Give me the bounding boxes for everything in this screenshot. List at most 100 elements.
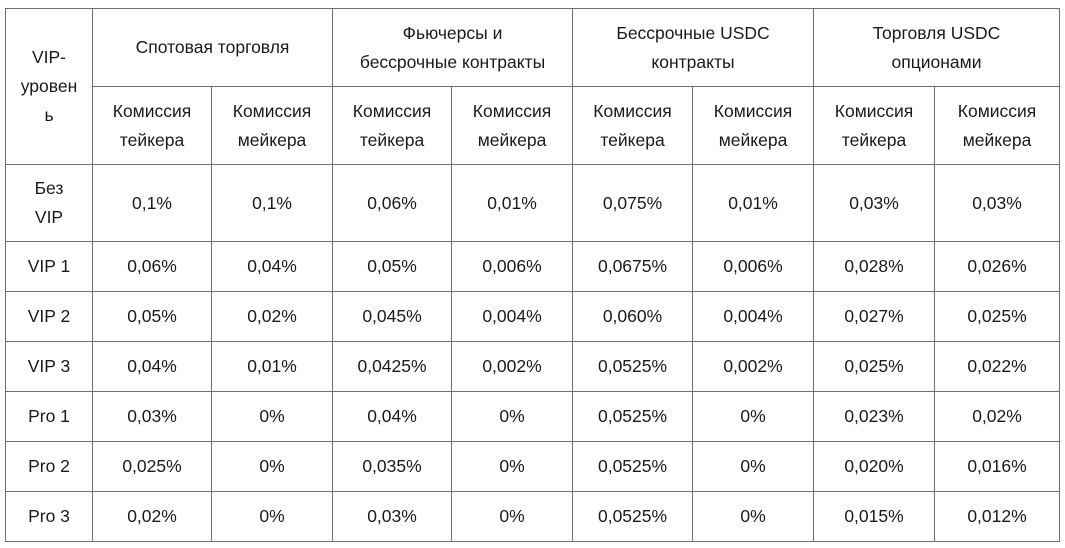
fee-cell: 0,075% (572, 164, 694, 242)
fee-cell: 0,01% (692, 164, 815, 242)
vip-level-label: Pro 3 (28, 506, 70, 526)
vip-level-header-line: VIP- (31, 47, 67, 67)
fee-cell: 0,025% (813, 341, 936, 392)
table-row: VIP 2 0,05% 0,02% 0,045% 0,004% 0,060% 0,004% 0… (5, 291, 1061, 342)
fee-cell: 0,006% (692, 241, 815, 292)
maker-fee-header: Комиссия мейкера (210, 86, 334, 165)
fee-cell: 0,025% (92, 441, 212, 492)
vip-level-cell: VIP 3 (5, 341, 93, 392)
fee-cell: 0,03% (934, 164, 1061, 242)
fee-cell: 0,06% (332, 164, 453, 242)
group-header-usdc-perpetual: Бессрочные USDC контракты (572, 8, 815, 87)
fee-cell: 0,03% (332, 491, 453, 542)
vip-level-label: VIP (34, 207, 64, 227)
vip-level-label: Без (34, 178, 64, 198)
fee-cell: 0,025% (934, 291, 1061, 342)
subheader-line: Комиссия (232, 100, 312, 121)
taker-fee-header: Комиссия тейкера (332, 86, 453, 165)
vip-level-cell: Pro 2 (5, 441, 93, 492)
vip-level-cell: Без VIP (5, 164, 93, 242)
fee-cell: 0,016% (934, 441, 1061, 492)
fee-cell: 0,01% (451, 164, 574, 242)
maker-fee-header: Комиссия мейкера (934, 86, 1061, 165)
fee-cell: 0,01% (210, 341, 334, 392)
subheader-line: Комиссия (957, 100, 1037, 121)
fee-cell: 0,004% (692, 291, 815, 342)
fee-cell: 0,1% (210, 164, 334, 242)
fee-cell: 0,006% (451, 241, 574, 292)
fee-cell: 0,002% (692, 341, 815, 392)
fee-cell: 0% (210, 391, 334, 442)
fee-cell: 0,0425% (332, 341, 453, 392)
fee-cell: 0,02% (210, 291, 334, 342)
vip-level-cell: Pro 1 (5, 391, 93, 442)
fee-cell: 0,002% (451, 341, 574, 392)
subheader-line: мейкера (237, 129, 307, 150)
group-header-futures: Фьючерсы и бессрочные контракты (332, 8, 574, 87)
vip-level-label: VIP 3 (27, 356, 71, 376)
subheader-line: тейкера (841, 129, 907, 150)
vip-level-label: Pro 1 (28, 406, 70, 426)
table-row: Pro 3 0,02% 0% 0,03% 0% 0,0525% 0% 0,015% 0,012% (5, 491, 1061, 542)
taker-fee-header: Комиссия тейкера (813, 86, 936, 165)
fee-cell: 0% (692, 391, 815, 442)
group-header-line: контракты (651, 51, 735, 72)
fee-cell: 0,060% (572, 291, 694, 342)
fee-cell: 0,1% (92, 164, 212, 242)
fee-cell: 0,012% (934, 491, 1061, 542)
vip-level-cell: VIP 2 (5, 291, 93, 342)
fee-cell: 0% (451, 441, 574, 492)
subheader-line: мейкера (477, 129, 547, 150)
group-header-line: Фьючерсы и (402, 22, 503, 43)
vip-level-header-line: ь (44, 105, 54, 125)
vip-level-label: VIP 2 (27, 306, 71, 326)
fee-cell: 0,03% (92, 391, 212, 442)
fee-cell: 0% (451, 491, 574, 542)
table-row: Pro 2 0,025% 0% 0,035% 0% 0,0525% 0% 0,020% 0,01… (5, 441, 1061, 492)
table-row: Без VIP 0,1% 0,1% 0,06% 0,01% 0,075% 0,01% 0,03%… (5, 164, 1061, 242)
fee-cell: 0,02% (92, 491, 212, 542)
fee-cell: 0,027% (813, 291, 936, 342)
fee-cell: 0,04% (210, 241, 334, 292)
group-header-line: Спотовая торговля (135, 37, 290, 57)
subheader-line: Комиссия (834, 100, 914, 121)
fee-cell: 0,028% (813, 241, 936, 292)
subheader-line: тейкера (359, 129, 425, 150)
fee-cell: 0,03% (813, 164, 936, 242)
fee-cell: 0,0675% (572, 241, 694, 292)
vip-level-label: VIP 1 (27, 256, 71, 276)
fee-cell: 0,022% (934, 341, 1061, 392)
vip-level-cell: VIP 1 (5, 241, 93, 292)
fee-cell: 0,0525% (572, 441, 694, 492)
fee-cell: 0,015% (813, 491, 936, 542)
taker-fee-header: Комиссия тейкера (92, 86, 212, 165)
fee-cell: 0,045% (332, 291, 453, 342)
fee-cell: 0% (692, 491, 815, 542)
subheader-line: мейкера (962, 129, 1032, 150)
group-header-spot: Спотовая торговля (91, 8, 334, 87)
fee-cell: 0,04% (92, 341, 212, 392)
subheader-line: тейкера (119, 129, 185, 150)
fee-cell: 0,035% (332, 441, 453, 492)
fee-cell: 0% (692, 441, 815, 492)
fee-cell: 0,02% (934, 391, 1061, 442)
fee-cell: 0,026% (934, 241, 1061, 292)
subheader-line: Комиссия (352, 100, 432, 121)
fee-cell: 0,020% (813, 441, 936, 492)
fee-cell: 0,0525% (572, 341, 694, 392)
group-header-line: Торговля USDC (872, 22, 1001, 43)
maker-fee-header: Комиссия мейкера (692, 86, 815, 165)
group-header-line: Бессрочные USDC (616, 22, 770, 43)
fee-cell: 0% (451, 391, 574, 442)
subheader-line: Комиссия (112, 100, 192, 121)
maker-fee-header: Комиссия мейкера (451, 86, 574, 165)
subheader-line: мейкера (718, 129, 788, 150)
fee-table: VIP- уровен ь Спотовая торговля Фьючерсы… (5, 8, 1061, 542)
fee-cell: 0,04% (332, 391, 453, 442)
group-header-line: опционами (891, 51, 982, 72)
subheader-line: Комиссия (472, 100, 552, 121)
fee-cell: 0% (210, 441, 334, 492)
vip-level-header-line: уровен (20, 76, 78, 96)
subheader-line: Комиссия (593, 100, 672, 121)
fee-cell: 0,0525% (572, 491, 694, 542)
